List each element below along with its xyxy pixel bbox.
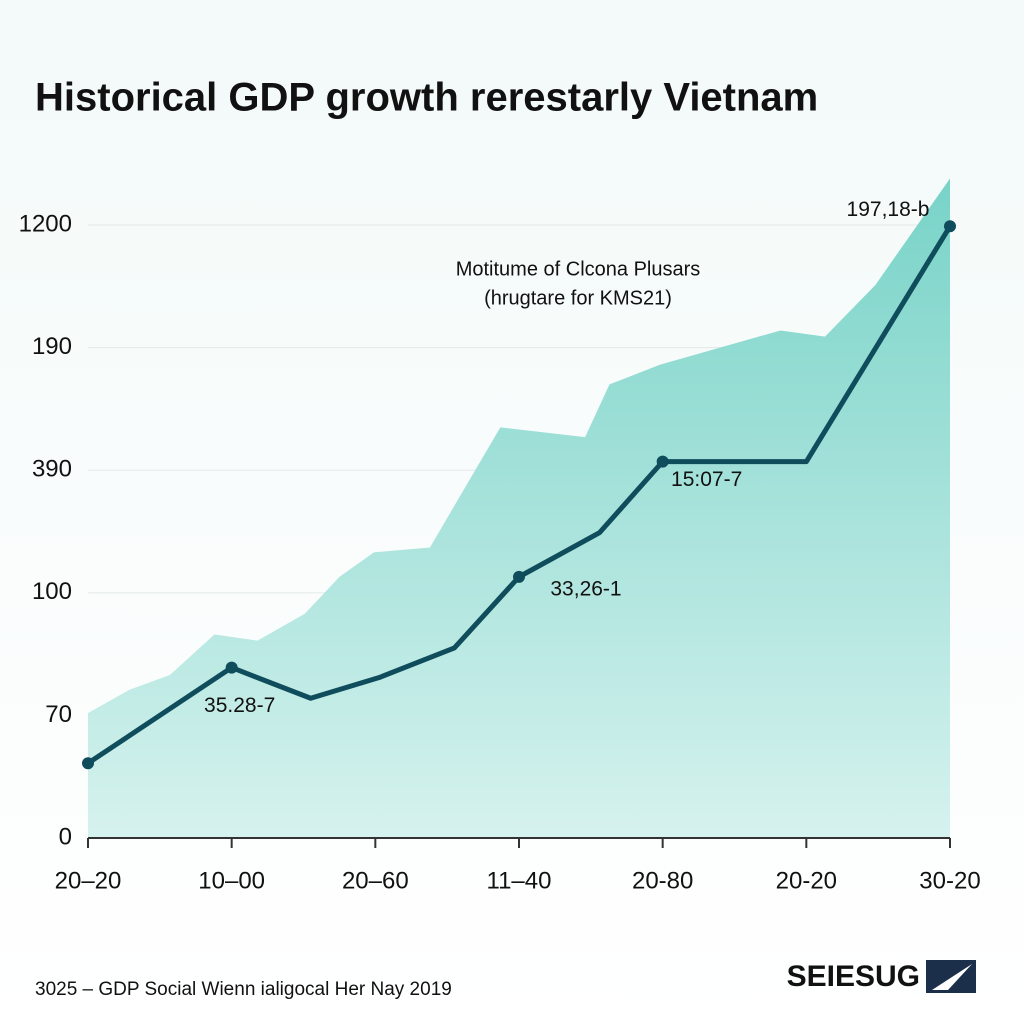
subtitle: (hrugtare for KMS21) [484, 287, 672, 309]
x-tick-label: 10–00 [198, 867, 265, 894]
x-tick-label: 20–20 [55, 867, 122, 894]
point [82, 757, 94, 770]
y-tick-label: 190 [32, 333, 72, 360]
data-label: 35.28-7 [204, 694, 275, 717]
x-tick-label: 30-20 [919, 867, 980, 894]
data-label: 15:07-7 [671, 468, 742, 491]
area [88, 178, 950, 839]
point [513, 570, 525, 583]
y-tick-label: 0 [59, 823, 72, 850]
brand-icon [926, 960, 976, 993]
subtitle: Motitume of Clcona Plusars [456, 258, 701, 280]
footer: 3025 – GDP Social Wienn ialigocal Her Na… [35, 979, 452, 1000]
chart-title: Historical GDP growth rerestarly Vietnam [35, 76, 818, 120]
point [944, 220, 956, 233]
y-tick-label: 390 [32, 456, 72, 483]
y-tick-label: 1200 [19, 210, 72, 237]
x-tick-label: 11–40 [487, 867, 552, 894]
x-tick-label: 20-20 [776, 867, 837, 894]
data-label: 197,18-b [847, 198, 930, 221]
y-tick-label: 70 [45, 701, 72, 728]
x-tick-label: 20-80 [632, 867, 693, 894]
line [86, 224, 953, 766]
x-tick-label: 20–60 [342, 867, 409, 894]
data-label: 33,26-1 [550, 577, 621, 600]
brand: SEIESUG [787, 960, 920, 993]
point [656, 455, 669, 468]
point [225, 661, 238, 674]
y-tick-label: 100 [32, 578, 72, 605]
